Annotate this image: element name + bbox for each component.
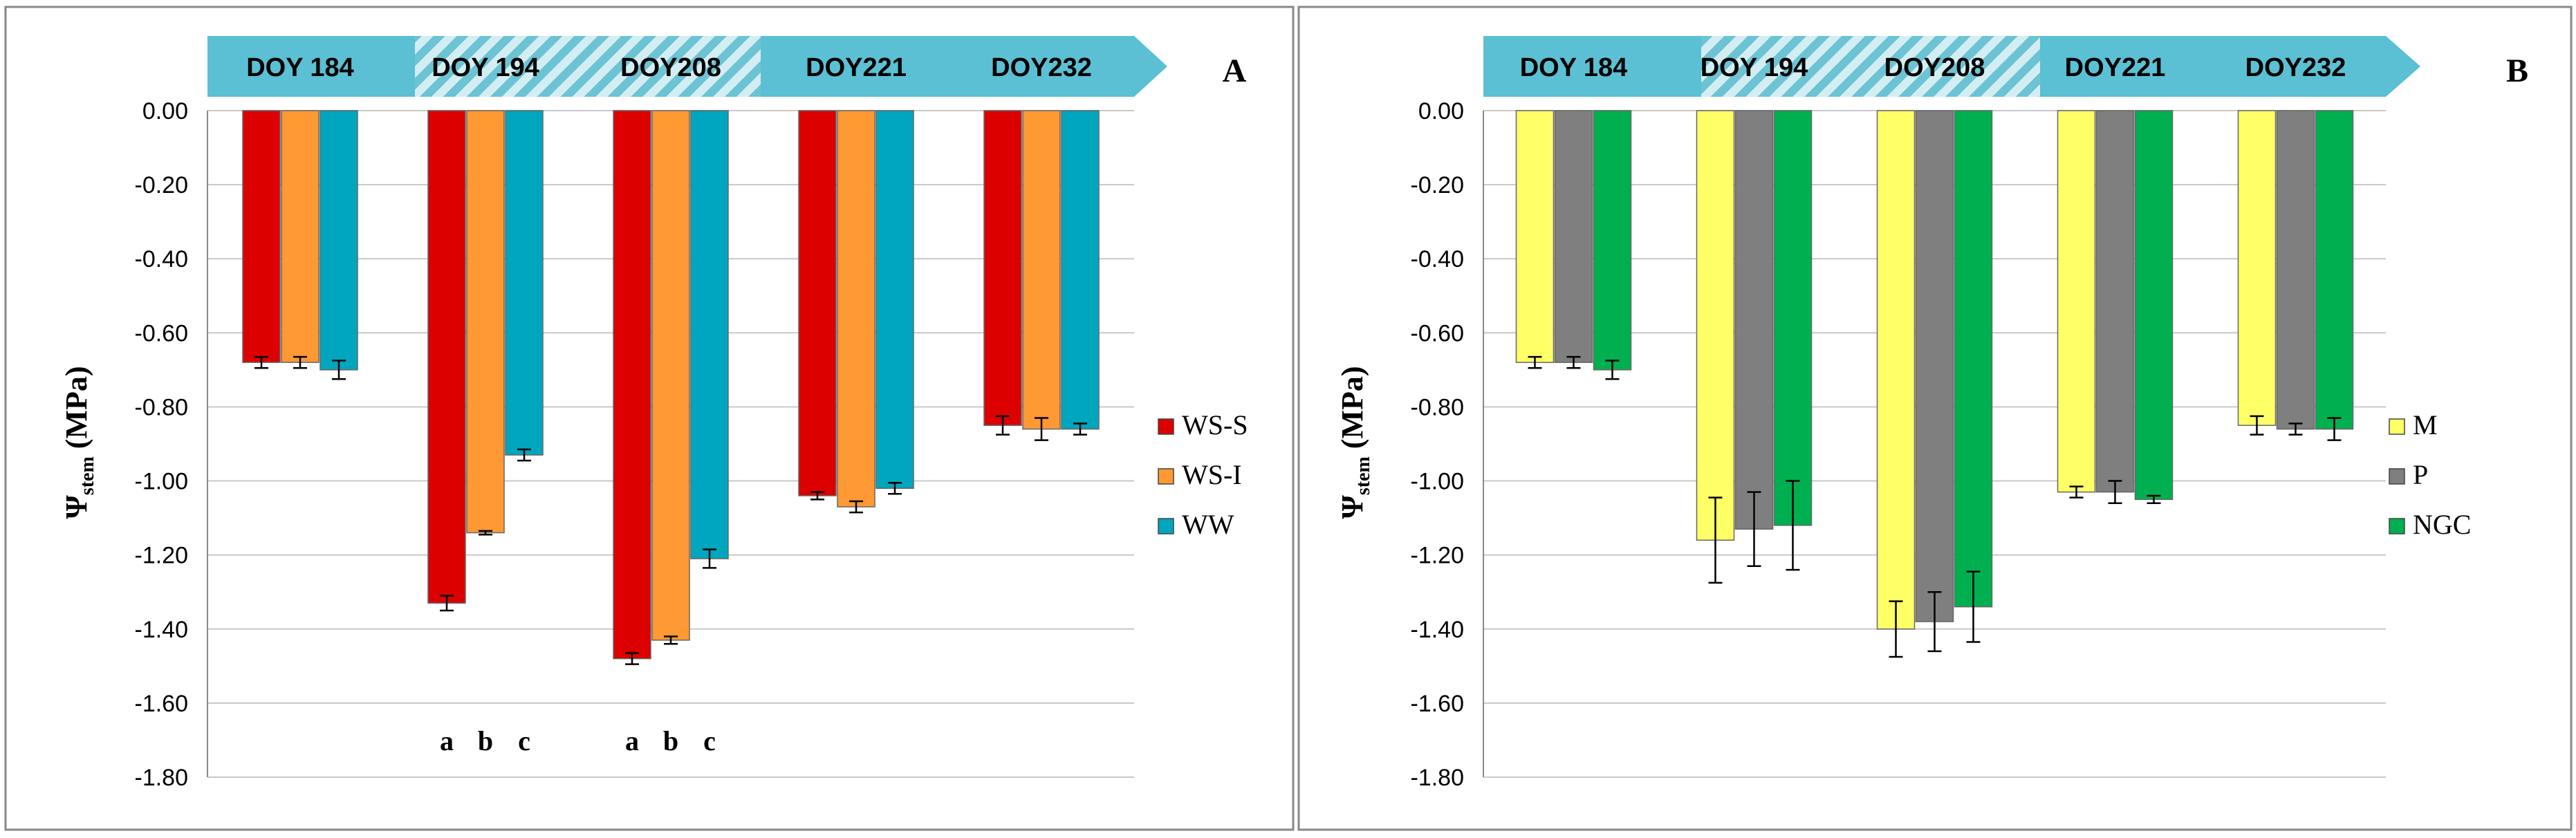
bar-ngc (1773, 110, 1813, 526)
y-tick-label: -1.40 (1411, 617, 1465, 643)
y-tick-label: -1.00 (1411, 469, 1465, 495)
significance-letter: a (440, 725, 454, 756)
panel-frame (1297, 6, 2573, 831)
y-axis-label-symbol: Ψ (59, 495, 93, 519)
y-tick-label: -0.20 (1411, 172, 1465, 198)
significance-letter: b (663, 725, 678, 756)
y-tick-label: -0.60 (135, 320, 189, 346)
y-tick-label: -1.60 (1411, 691, 1465, 717)
y-axis-label-unit: (MPa) (1335, 366, 1369, 456)
bar-ws-s (613, 110, 651, 660)
bar-ws-s (798, 110, 837, 496)
legend-swatch-ww (1158, 518, 1174, 534)
bar-ngc (2315, 110, 2354, 430)
panel-frame (4, 6, 1295, 831)
bar-ngc (2134, 110, 2174, 501)
legend-swatch-p (2389, 468, 2405, 485)
category-label: DOY 184 (246, 53, 354, 82)
y-tick-label: -1.00 (135, 469, 189, 495)
bar-p (1734, 110, 1774, 530)
y-tick-label: -0.40 (1411, 246, 1465, 272)
bar-p (2276, 110, 2315, 430)
legend-label-p: P (2413, 459, 2428, 490)
bar-ws-i (651, 110, 690, 641)
y-axis-label-symbol: Ψ (1335, 495, 1369, 519)
y-tick-label: 0.00 (1418, 98, 1464, 124)
y-tick-label: -1.20 (1411, 543, 1465, 569)
y-tick-label: -0.60 (1411, 320, 1465, 346)
panel-label: A (1223, 53, 1247, 89)
period-band-3-arrow (761, 36, 1167, 97)
bar-p (1915, 110, 1954, 622)
bar-ws-i (466, 110, 505, 534)
bar-m (2237, 110, 2277, 426)
legend-swatch-ws-s (1158, 418, 1174, 435)
y-tick-label: -0.20 (135, 172, 189, 198)
period-band-3-arrow (2040, 36, 2420, 97)
period-band-1 (1483, 36, 1701, 97)
y-tick-label: -0.40 (135, 246, 189, 272)
y-axis-label-subscript: stem (77, 456, 98, 495)
category-label: DOY208 (620, 53, 721, 82)
y-axis-label: Ψstem (MPa) (59, 366, 98, 519)
bar-ww (690, 110, 729, 559)
y-tick-label: -0.80 (1411, 394, 1465, 420)
bar-ww (319, 110, 358, 371)
legend-label-ww: WW (1182, 509, 1234, 540)
legend-swatch-ngc (2389, 518, 2405, 534)
category-label: DOY221 (2065, 53, 2166, 82)
legend-swatch-ws-i (1158, 468, 1174, 485)
panel-a-chart: 0.00 -0.20 -0.40 -0.60 -0.80 -1.00 -1.20 -1.40 -… (4, 6, 1295, 831)
bar-ws-i (837, 110, 875, 508)
category-label: DOY208 (1884, 53, 1985, 82)
bar-ngc (1593, 110, 1632, 371)
category-label: DOY221 (806, 53, 907, 82)
category-label: DOY232 (991, 53, 1092, 82)
y-tick-label: -1.40 (135, 617, 189, 643)
significance-letter: c (703, 725, 716, 756)
legend-swatch-m (2389, 418, 2405, 435)
bar-ww (875, 110, 914, 490)
y-axis-label-subscript: stem (1353, 456, 1374, 495)
bar-m (2057, 110, 2096, 493)
panel-label: B (2506, 53, 2528, 89)
category-label: DOY 194 (432, 53, 539, 82)
bar-ws-s (983, 110, 1022, 426)
bar-p (1554, 110, 1593, 363)
significance-letter: a (625, 725, 639, 756)
y-axis-label: Ψstem (MPa) (1335, 366, 1374, 519)
significance-letter: c (518, 725, 530, 756)
category-label: DOY 194 (1701, 53, 1808, 82)
period-band-2 (415, 36, 761, 97)
legend-label-ws-i: WS-I (1182, 459, 1242, 490)
bar-m (1876, 110, 1916, 630)
category-label: DOY232 (2245, 53, 2346, 82)
bar-ws-i (1022, 110, 1061, 430)
bar-p (2095, 110, 2135, 493)
legend-label-m: M (2413, 409, 2438, 440)
y-tick-label: -0.80 (135, 394, 189, 420)
y-tick-label: 0.00 (142, 98, 188, 124)
legend-label-ws-s: WS-S (1182, 409, 1248, 440)
bar-ww (1061, 110, 1100, 430)
bar-ww (505, 110, 544, 456)
period-band-2 (1701, 36, 2040, 97)
y-tick-label: -1.20 (135, 543, 189, 569)
bar-ws-s (242, 110, 281, 363)
bar-ngc (1954, 110, 1993, 608)
significance-letter: b (478, 725, 493, 756)
bar-m (1515, 110, 1555, 363)
period-band-1 (207, 36, 415, 97)
bar-m (1696, 110, 1735, 541)
y-tick-label: -1.60 (135, 691, 189, 717)
legend-label-ngc: NGC (2413, 509, 2471, 540)
y-tick-label: -1.80 (135, 765, 189, 791)
category-label: DOY 184 (1520, 53, 1628, 82)
y-axis-label-unit: (MPa) (59, 366, 93, 456)
y-tick-label: -1.80 (1411, 765, 1465, 791)
bar-ws-i (281, 110, 319, 363)
bar-ws-s (427, 110, 466, 604)
panel-b-chart: 0.00 -0.20 -0.40 -0.60 -0.80 -1.00 -1.20 -1.40 -… (1297, 6, 2573, 831)
